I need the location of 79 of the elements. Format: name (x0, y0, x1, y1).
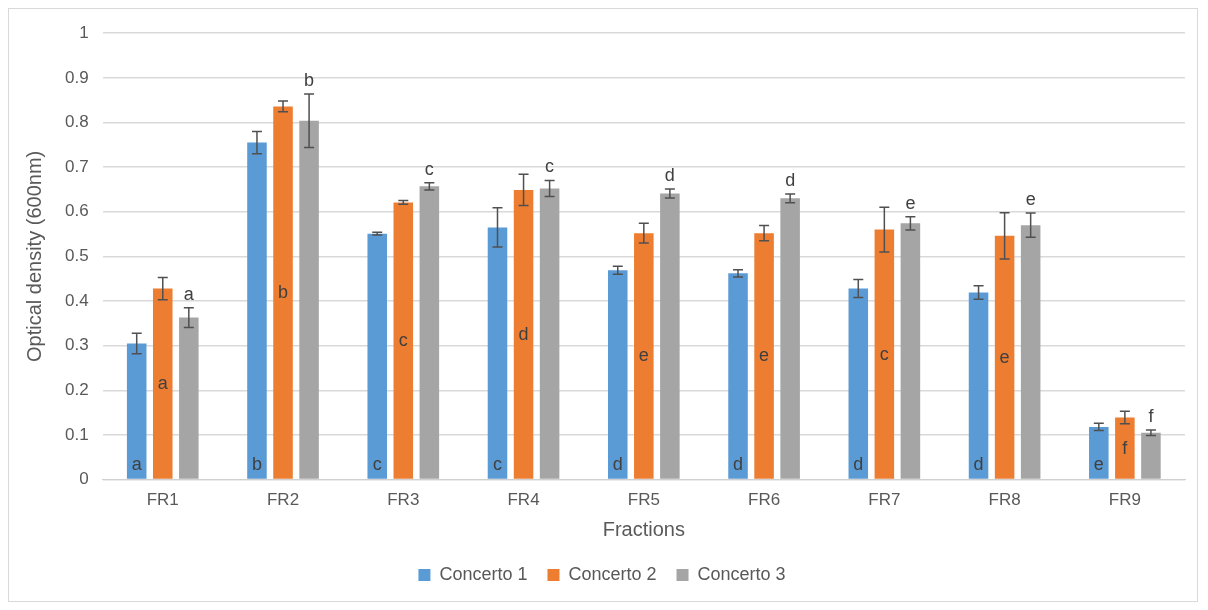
y-tick-label: 0.3 (64, 335, 89, 355)
legend-label: Concerto 2 (568, 563, 657, 584)
x-axis-title: Fractions (602, 517, 685, 540)
x-tick-label: FR7 (868, 490, 901, 510)
data-label: e (759, 345, 770, 366)
legend-label: Concerto 3 (697, 563, 786, 584)
y-tick-label: 1 (79, 22, 89, 42)
x-tick-label: FR4 (507, 490, 540, 510)
bar (1115, 417, 1135, 479)
legend-label: Concerto 1 (439, 563, 528, 584)
bar (780, 198, 800, 479)
bar (393, 202, 414, 479)
bar (247, 142, 267, 479)
x-tick-label: FR3 (387, 490, 420, 510)
y-tick-label: 0.7 (64, 156, 89, 176)
bar (1020, 225, 1041, 479)
bar (367, 233, 387, 479)
bar (968, 292, 989, 479)
data-label: d (853, 453, 864, 474)
bar (152, 288, 173, 479)
bar (539, 188, 560, 479)
x-tick-label: FR9 (1108, 490, 1141, 510)
bar (994, 235, 1015, 479)
data-label: b (304, 69, 315, 90)
y-tick-label: 0.1 (64, 424, 89, 444)
data-label: a (131, 453, 143, 474)
y-tick-label: 0.5 (64, 246, 89, 266)
bar (900, 223, 921, 479)
bar (848, 288, 869, 479)
data-label: a (157, 373, 169, 394)
x-tick-label: FR2 (266, 490, 300, 510)
bar (1089, 426, 1109, 479)
data-label: b (251, 453, 262, 474)
bar (660, 193, 680, 479)
x-tick-label: FR1 (146, 490, 179, 510)
data-label: c (372, 453, 382, 474)
data-label: a (183, 283, 195, 304)
bar (607, 270, 628, 479)
data-label: d (518, 323, 529, 344)
bar (1141, 432, 1161, 479)
data-label: e (999, 346, 1010, 367)
bar (728, 273, 748, 479)
data-label: c (424, 158, 434, 179)
bar (299, 120, 319, 479)
y-tick-label: 0.2 (64, 380, 89, 400)
x-tick-label: FR6 (748, 490, 781, 510)
y-tick-label: 0.9 (64, 67, 89, 87)
y-tick-label: 0.8 (64, 112, 89, 132)
bar (513, 189, 534, 479)
data-label: d (973, 453, 984, 474)
y-tick-label: 0 (79, 469, 89, 489)
data-label: c (398, 329, 408, 350)
data-label: d (664, 164, 675, 185)
y-tick-label: 0.4 (64, 290, 89, 310)
bar (273, 106, 293, 479)
data-label: e (1093, 453, 1104, 474)
bar (419, 186, 440, 479)
bar (874, 229, 895, 479)
bar (754, 233, 774, 479)
y-tick-label: 0.6 (64, 201, 89, 221)
data-label: c (545, 156, 555, 177)
y-axis-title: Optical density (600nm) (22, 150, 45, 362)
data-label: d (612, 453, 623, 474)
data-label: d (785, 169, 796, 190)
data-label: b (278, 281, 289, 302)
data-label: e (1025, 189, 1036, 210)
data-label: d (733, 453, 744, 474)
data-label: c (493, 453, 502, 474)
data-label: e (638, 345, 649, 366)
data-label: c (879, 343, 889, 364)
bar (487, 227, 508, 479)
bar (634, 233, 654, 479)
data-label: e (905, 192, 916, 213)
x-tick-label: FR5 (627, 490, 660, 510)
data-label: f (1148, 406, 1155, 427)
data-label: f (1122, 437, 1129, 458)
bar (179, 317, 199, 479)
bar (126, 343, 147, 479)
x-tick-label: FR8 (988, 490, 1021, 510)
